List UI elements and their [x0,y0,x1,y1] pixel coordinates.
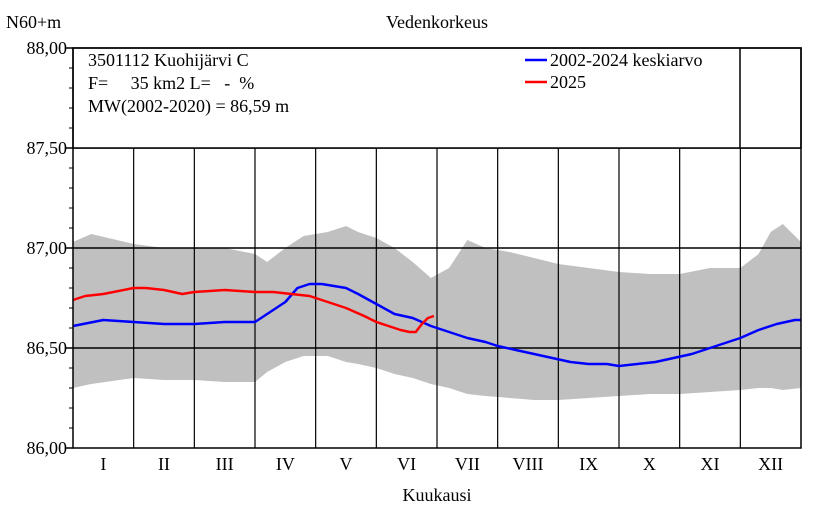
x-month-label: XII [758,454,783,474]
legend: 2002-2024 keskiarvo 2025 [525,50,702,92]
series-layer [72,282,801,368]
info-mean-level: MW(2002-2020) = 86,59 m [88,96,289,117]
series-line-mean [72,282,801,368]
x-month-label: IV [276,454,295,474]
y-tick-label: 86,50 [27,338,68,358]
y-tick-label: 87,50 [27,138,68,158]
x-month-label: I [100,454,106,474]
y-tick-label: 88,00 [27,38,68,58]
info-legend-box [72,47,802,149]
info-station: 3501112 Kuohijärvi C [88,50,249,70]
series-line-2025 [72,286,435,334]
x-month-label: VI [397,454,416,474]
y-tick-label: 86,00 [27,438,68,458]
x-month-label: III [216,454,234,474]
y-ticks-layer: 86,00 86,50 87,00 87,50 88,00 [27,38,73,458]
x-month-label: X [643,454,656,474]
x-month-label: V [340,454,353,474]
x-ticks-layer: I II III IV V VI VII VIII IX X XI XII [100,454,783,474]
info-area: F= 35 km2 L= - % [88,73,254,93]
x-axis-label: Kuukausi [403,485,472,505]
chart-title: Vedenkorkeus [386,12,488,32]
info-text-block: 3501112 Kuohijärvi C F= 35 km2 L= - % MW… [88,50,289,117]
x-month-label: IX [579,454,598,474]
x-month-label: VIII [513,454,544,474]
legend-label-2025: 2025 [550,72,586,92]
x-month-label: VII [455,454,480,474]
legend-label-mean: 2002-2024 keskiarvo [550,50,702,70]
y-tick-label: 87,00 [27,238,68,258]
x-month-label: II [158,454,170,474]
y-axis-label: N60+m [6,12,61,32]
x-month-label: XI [701,454,720,474]
